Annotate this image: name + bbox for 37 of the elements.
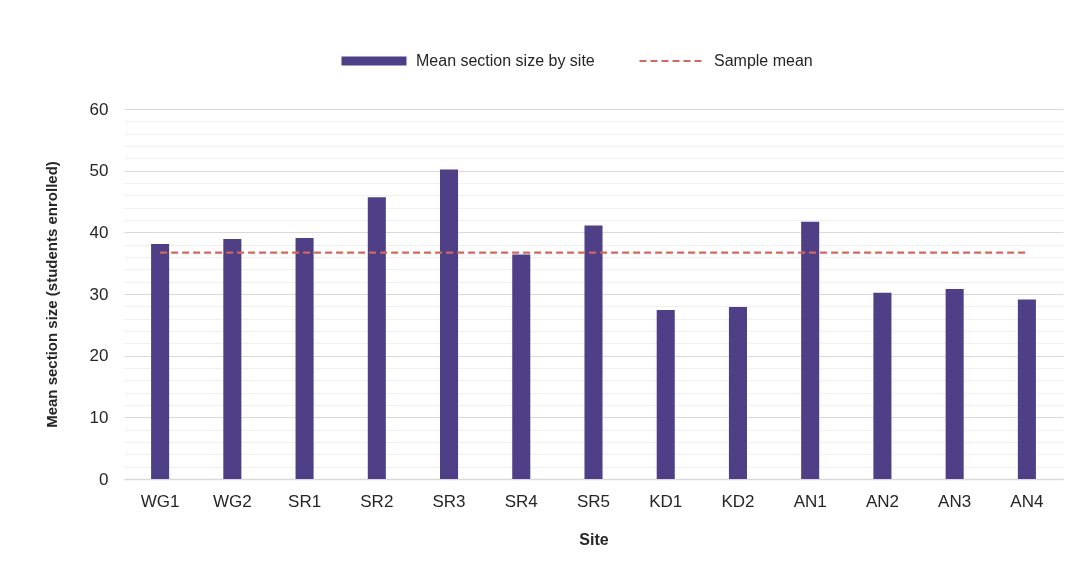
y-tick-label: 40 (89, 222, 109, 242)
bar (367, 197, 386, 479)
bar (728, 306, 747, 479)
x-tick-label: AN1 (793, 491, 827, 511)
bar (151, 244, 170, 479)
bar (873, 292, 892, 479)
bar (945, 289, 964, 479)
x-tick-label: AN3 (938, 491, 972, 511)
legend-label: Sample mean (714, 52, 813, 69)
x-axis-title: Site (579, 530, 609, 548)
y-tick-label: 50 (89, 161, 109, 181)
x-tick-label: SR4 (504, 491, 538, 511)
y-tick-label: 30 (89, 284, 109, 304)
x-tick-label: KD2 (721, 491, 755, 511)
bar (295, 237, 314, 479)
y-tick-label: 60 (89, 99, 109, 119)
x-tick-label: WG1 (140, 491, 180, 511)
y-tick-label: 20 (89, 346, 109, 366)
bar (1017, 299, 1036, 479)
bar (801, 221, 820, 479)
bar (440, 169, 459, 479)
bar (223, 239, 242, 479)
y-tick-label: 10 (89, 407, 109, 427)
x-tick-label: SR5 (576, 491, 611, 511)
x-tick-label: SR2 (360, 491, 394, 511)
x-tick-label: SR1 (288, 491, 322, 511)
bar (584, 225, 603, 479)
x-tick-label: SR3 (432, 491, 466, 511)
bar (656, 310, 675, 479)
x-tick-label: AN4 (1010, 491, 1044, 511)
x-tick-label: KD1 (649, 491, 683, 511)
y-axis-title: Mean section size (students enrolled) (42, 161, 60, 428)
x-tick-label: AN2 (865, 491, 899, 511)
x-tick-label: WG2 (212, 491, 252, 511)
y-tick-label: 0 (99, 469, 109, 489)
legend-label: Mean section size by site (416, 52, 595, 69)
bar (512, 254, 531, 479)
